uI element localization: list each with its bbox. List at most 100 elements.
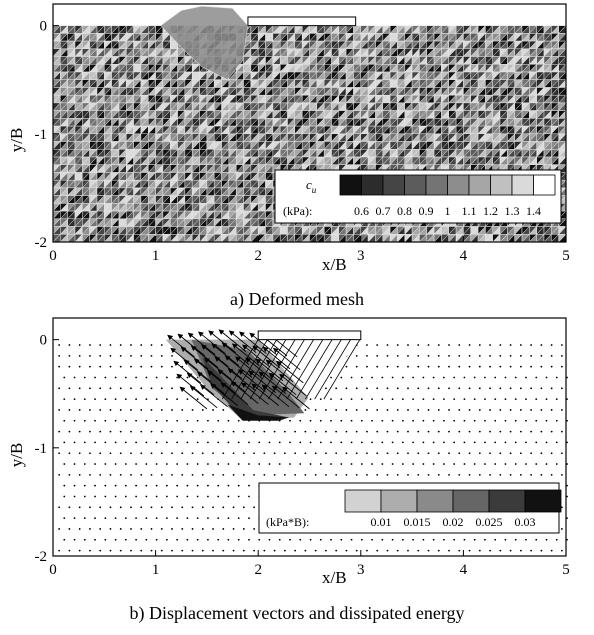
node-dot — [217, 419, 220, 422]
node-dot — [165, 376, 168, 379]
node-dot — [484, 398, 486, 401]
node-dot — [314, 430, 317, 433]
y-tick-label: -1 — [35, 127, 48, 143]
node-dot — [268, 441, 271, 444]
node-dot — [448, 354, 450, 357]
node-dot — [530, 452, 533, 455]
node-dot — [186, 419, 189, 422]
node-dot — [453, 538, 456, 541]
node-dot — [314, 452, 317, 455]
node-dot — [319, 441, 322, 444]
displacement-vector — [170, 347, 198, 371]
node-dot — [237, 419, 240, 422]
node-dot — [473, 376, 476, 379]
node-dot — [104, 441, 107, 444]
node-dot — [248, 517, 250, 520]
node-dot — [355, 452, 358, 455]
legend-swatch — [404, 174, 427, 196]
node-dot — [160, 387, 163, 390]
node-dot — [227, 538, 230, 541]
node-dot — [376, 387, 379, 390]
node-dot — [401, 398, 404, 401]
node-dot — [99, 344, 102, 346]
node-dot — [417, 365, 420, 368]
node-dot — [171, 452, 173, 455]
node-dot — [207, 538, 209, 541]
node-dot — [89, 409, 91, 411]
node-dot — [140, 506, 143, 509]
node-dot — [63, 517, 66, 520]
x-tick-label: 2 — [254, 248, 262, 264]
node-dot — [340, 419, 343, 422]
node-dot — [232, 452, 235, 455]
node-dot — [263, 452, 266, 455]
node-dot — [407, 409, 409, 411]
node-dot — [304, 430, 307, 433]
node-dot — [427, 354, 430, 357]
node-dot — [473, 538, 476, 541]
node-dot — [525, 376, 527, 379]
node-dot — [381, 441, 384, 444]
node-dot — [124, 484, 127, 487]
node-dot — [78, 452, 81, 455]
node-dot — [237, 484, 240, 487]
node-dot — [109, 430, 112, 433]
node-dot — [340, 538, 343, 541]
node-dot — [135, 495, 138, 498]
legend-swatch — [425, 174, 448, 196]
node-dot — [155, 376, 158, 379]
node-dot — [509, 452, 512, 455]
node-dot — [191, 430, 194, 433]
node-dot — [58, 354, 61, 357]
node-dot — [232, 506, 235, 509]
node-dot — [68, 409, 71, 411]
node-dot — [371, 376, 373, 379]
node-dot — [330, 441, 332, 444]
node-dot — [130, 387, 132, 390]
node-dot — [217, 441, 220, 444]
node-dot — [417, 473, 420, 476]
node-dot — [196, 517, 199, 520]
legend-level: 0.9 — [419, 204, 434, 218]
node-dot — [463, 538, 466, 541]
node-dot — [494, 419, 497, 422]
node-dot — [253, 506, 255, 509]
node-dot — [207, 441, 209, 444]
node-dot — [484, 538, 486, 541]
node-dot — [104, 398, 107, 401]
node-dot — [299, 441, 302, 444]
node-dot — [386, 452, 389, 455]
node-dot — [525, 441, 527, 444]
node-dot — [376, 409, 379, 411]
node-dot — [366, 354, 368, 357]
mesh-field — [52, 4, 567, 243]
node-dot — [253, 452, 255, 455]
node-dot — [448, 387, 450, 390]
node-dot — [130, 430, 132, 433]
node-dot — [130, 506, 132, 509]
node-dot — [519, 409, 522, 411]
node-dot — [535, 398, 538, 401]
node-dot — [468, 365, 471, 368]
node-dot — [171, 430, 173, 433]
node-dot — [160, 528, 163, 530]
node-dot — [196, 495, 199, 498]
node-dot — [386, 354, 389, 357]
node-dot — [114, 441, 117, 444]
node-dot — [381, 419, 384, 422]
node-dot — [99, 452, 102, 455]
node-dot — [550, 409, 553, 411]
node-dot — [309, 398, 312, 401]
node-dot — [58, 409, 61, 411]
node-dot — [494, 463, 497, 465]
displacement-vector — [180, 346, 209, 370]
node-dot — [78, 409, 81, 411]
node-dot — [135, 517, 138, 520]
node-dot — [191, 409, 194, 411]
node-dot — [463, 441, 466, 444]
node-dot — [519, 344, 522, 346]
node-dot — [83, 495, 86, 498]
node-dot — [150, 549, 153, 552]
node-dot — [366, 409, 368, 411]
node-dot — [504, 441, 507, 444]
